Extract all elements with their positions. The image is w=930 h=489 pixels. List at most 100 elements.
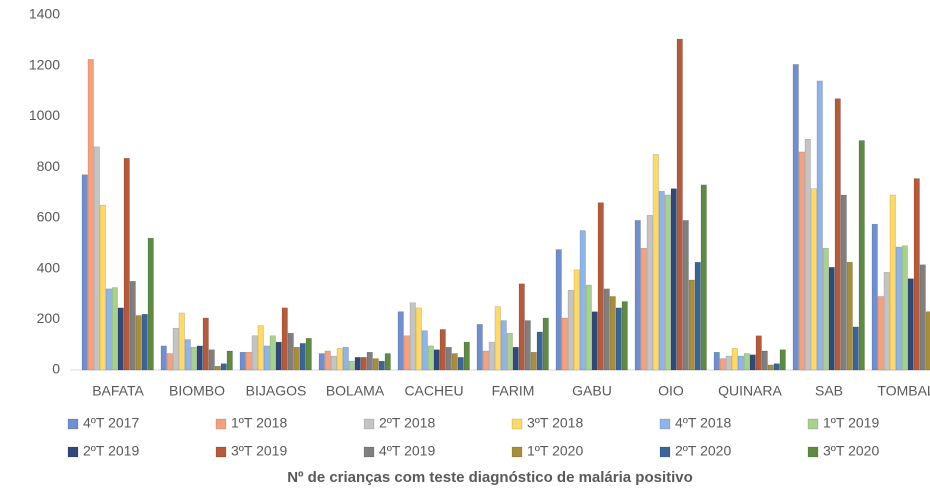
bar — [512, 346, 519, 371]
bar — [184, 339, 191, 371]
bar — [190, 346, 197, 371]
bar — [293, 346, 300, 371]
bar — [445, 346, 452, 371]
chart-title: Nº de crianças com teste diagnóstico de … — [287, 469, 693, 486]
bar — [798, 151, 805, 371]
bar — [840, 194, 847, 371]
bar — [427, 345, 434, 371]
legend-label: 3ºT 2018 — [527, 415, 583, 431]
y-tick-label: 0 — [52, 361, 60, 377]
bar — [664, 194, 671, 371]
legend-swatch — [511, 446, 523, 458]
bar — [688, 279, 695, 371]
bar — [166, 353, 173, 371]
legend-swatch — [67, 446, 79, 458]
bar — [804, 139, 811, 371]
bar — [828, 267, 835, 371]
bar — [415, 307, 422, 371]
bar — [609, 296, 616, 371]
bar — [178, 312, 185, 371]
x-tick-label: BIJAGOS — [246, 383, 307, 399]
legend-label: 1ºT 2019 — [823, 415, 879, 431]
legend-swatch — [511, 418, 523, 430]
bar — [567, 289, 574, 371]
legend-swatch — [363, 446, 375, 458]
y-tick-label: 1000 — [29, 107, 60, 123]
legend-swatch — [807, 446, 819, 458]
bar — [676, 38, 683, 371]
bar — [378, 360, 385, 371]
bar — [360, 357, 367, 371]
x-tick-label: CACHEU — [404, 383, 463, 399]
bar — [93, 146, 100, 371]
bar — [257, 325, 264, 371]
bar — [287, 332, 294, 371]
y-tick-label: 800 — [37, 158, 61, 174]
bar — [561, 317, 568, 371]
bar — [372, 358, 379, 371]
bar — [573, 269, 580, 371]
y-tick-label: 1400 — [29, 6, 60, 22]
bar — [214, 365, 221, 371]
bar — [147, 237, 154, 371]
bar — [305, 338, 312, 371]
bar — [907, 278, 914, 371]
bar — [476, 324, 483, 371]
bar — [725, 355, 732, 371]
bar — [451, 353, 458, 371]
bar — [658, 190, 665, 371]
bar — [111, 287, 118, 371]
bar — [226, 350, 233, 371]
bar — [773, 363, 780, 371]
legend-label: 3ºT 2019 — [231, 443, 287, 459]
bar — [652, 154, 659, 371]
bar — [542, 317, 549, 371]
bar — [99, 204, 106, 371]
y-tick-label: 600 — [37, 209, 61, 225]
bar — [81, 174, 88, 371]
bar — [245, 352, 252, 371]
bar — [299, 343, 306, 371]
bar — [135, 315, 142, 371]
bar — [682, 220, 689, 371]
bar — [87, 59, 94, 371]
bar — [713, 352, 720, 371]
bar — [330, 355, 337, 371]
bar — [506, 332, 513, 371]
bar — [208, 349, 215, 371]
bar — [852, 326, 859, 371]
bar — [439, 329, 446, 371]
legend-swatch — [67, 418, 79, 430]
bar — [342, 346, 349, 371]
bar — [779, 349, 786, 371]
bar — [579, 230, 586, 371]
bar — [731, 348, 738, 371]
legend-swatch — [215, 418, 227, 430]
legend-label: 4ºT 2017 — [83, 415, 139, 431]
legend-label: 4ºT 2019 — [379, 443, 435, 459]
bar — [336, 348, 343, 371]
bar — [421, 330, 428, 371]
bar — [555, 249, 562, 371]
bar — [123, 158, 130, 371]
bar — [202, 317, 209, 371]
x-tick-label: QUINARA — [718, 383, 782, 399]
bar — [767, 364, 774, 371]
bar — [318, 353, 325, 371]
legend-label: 1ºT 2020 — [527, 443, 583, 459]
bar — [792, 64, 799, 371]
legend-swatch — [363, 418, 375, 430]
x-tick-label: TOMBALI — [877, 383, 930, 399]
bar — [871, 223, 878, 371]
bar — [646, 215, 653, 371]
bar — [129, 281, 136, 371]
bar — [160, 345, 167, 371]
x-tick-label: OIO — [658, 383, 684, 399]
bar — [670, 188, 677, 371]
bar — [901, 245, 908, 371]
bar — [925, 311, 930, 371]
bar — [500, 320, 507, 371]
bar — [585, 284, 592, 371]
bar — [220, 363, 227, 371]
